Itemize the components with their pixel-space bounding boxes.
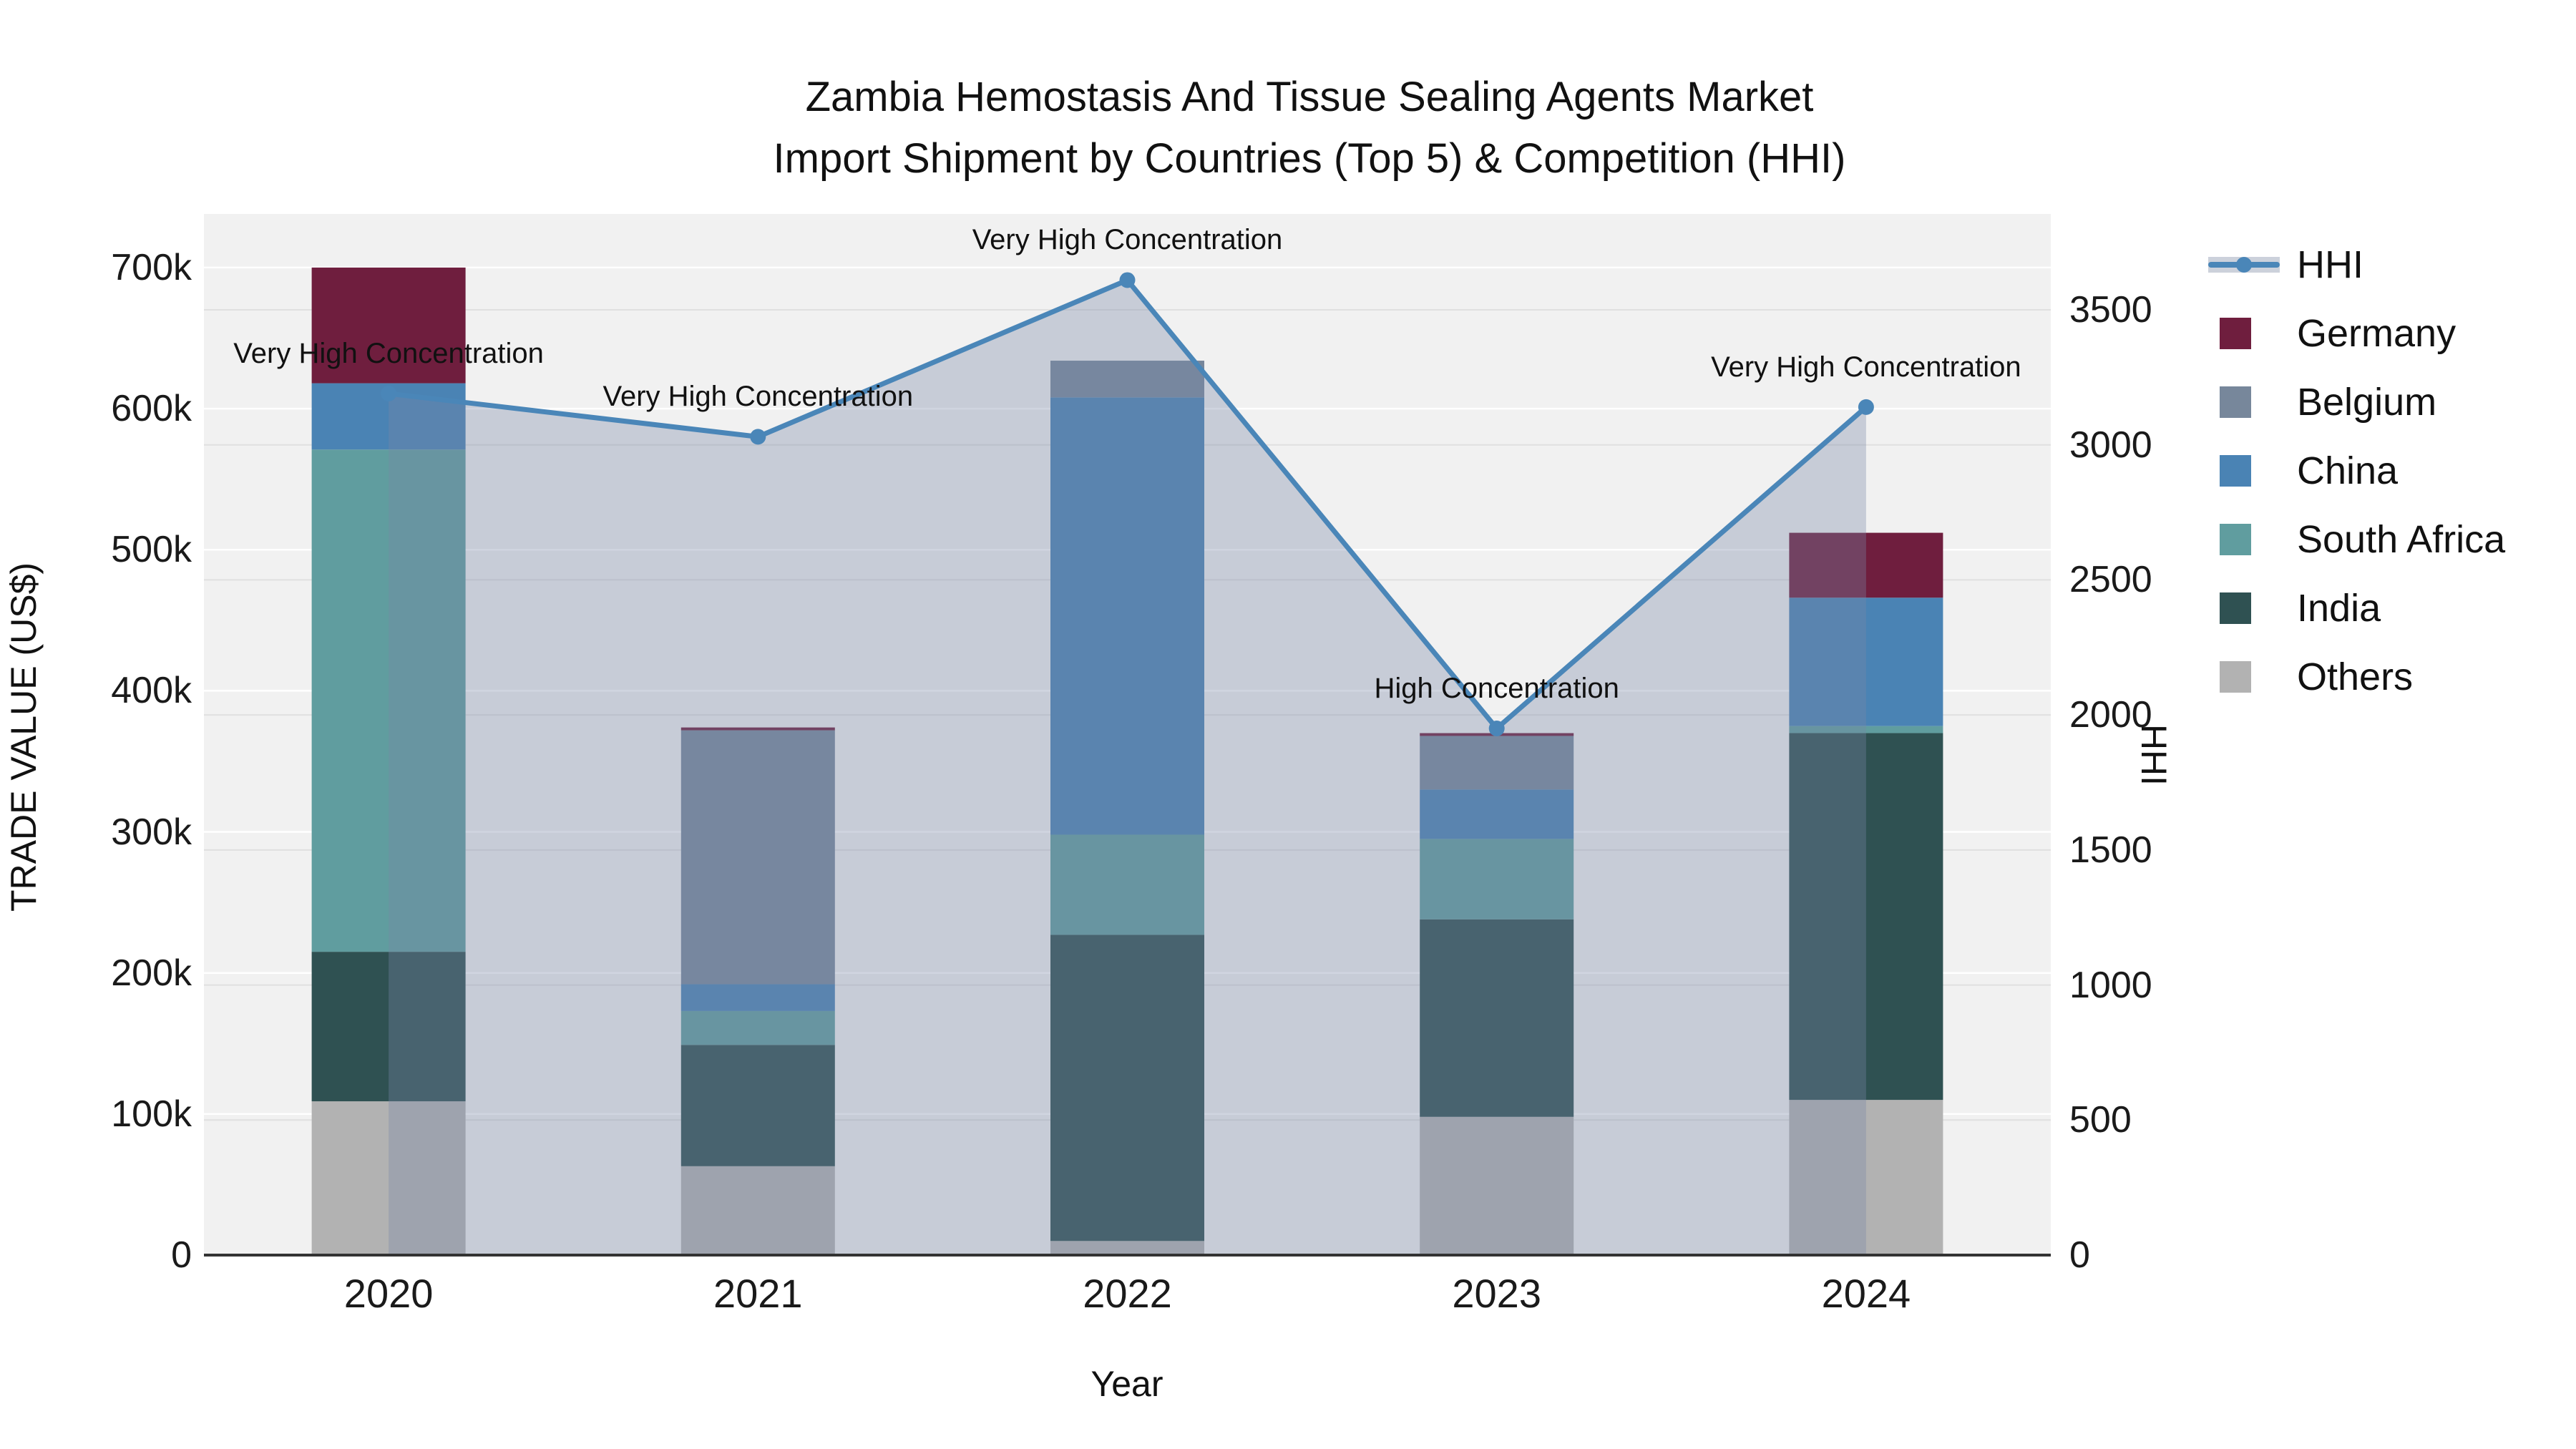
y-left-tick-label-700k: 700k	[111, 246, 192, 288]
annotation-2023: High Concentration	[1374, 673, 1619, 704]
x-tick-label-2024: 2024	[1821, 1271, 1911, 1316]
legend-swatch-wrap	[2205, 661, 2290, 693]
y-left-tick-label-100k: 100k	[111, 1093, 192, 1135]
legend-swatch-wrap	[2205, 455, 2290, 487]
legend-item-others[interactable]: Others	[2205, 643, 2574, 711]
legend-label: China	[2297, 449, 2399, 492]
hhi-marker-2024[interactable]	[1858, 399, 1874, 415]
x-axis-title: Year	[1091, 1364, 1163, 1404]
annotation-2021: Very High Concentration	[602, 381, 914, 413]
legend-item-hhi[interactable]: HHI	[2205, 230, 2574, 299]
legend-label: Belgium	[2297, 381, 2437, 424]
bar-segment-belgium-2023[interactable]	[1420, 736, 1574, 790]
bar-segment-belgium-2022[interactable]	[1050, 361, 1204, 398]
legend-swatch-wrap	[2205, 524, 2290, 555]
y-left-tick-label-200k: 200k	[111, 952, 192, 994]
y-right-tick-label-1500: 1500	[2069, 829, 2152, 871]
legend-swatch-wrap	[2205, 318, 2290, 349]
x-tick-label-2020: 2020	[343, 1271, 434, 1316]
annotation-2024: Very High Concentration	[1711, 351, 2021, 383]
y-right-tick-label-2500: 2500	[2069, 559, 2152, 601]
x-tick-label-2022: 2022	[1083, 1271, 1172, 1316]
bar-segment-others-2020[interactable]	[311, 1101, 466, 1255]
legend-label: Germany	[2297, 312, 2457, 355]
bar-segment-south-africa-2021[interactable]	[680, 1010, 835, 1045]
y-right-tick-label-500: 500	[2069, 1099, 2132, 1141]
y-right-tick-label-3000: 3000	[2069, 424, 2152, 466]
legend-item-china[interactable]: China	[2205, 436, 2574, 505]
legend-swatch-wrap	[2205, 592, 2290, 624]
annotation-2020: Very High Concentration	[233, 337, 544, 369]
germany-swatch-icon	[2220, 318, 2251, 349]
bar-segment-others-2024[interactable]	[1789, 1100, 1943, 1255]
bar-segment-south-africa-2023[interactable]	[1420, 839, 1574, 919]
y-right-tick-label-0: 0	[2069, 1234, 2090, 1276]
legend-swatch-wrap	[2205, 386, 2290, 418]
hhi-line-swatch-icon	[2205, 250, 2290, 279]
legend-item-india[interactable]: India	[2205, 574, 2574, 643]
y-left-tick-label-500k: 500k	[111, 529, 192, 571]
bar-segment-germany-2020[interactable]	[311, 267, 466, 384]
south-africa-swatch-icon	[2220, 524, 2251, 555]
y-right-tick-label-3500: 3500	[2069, 288, 2152, 331]
bar-segment-china-2023[interactable]	[1420, 789, 1574, 839]
x-tick-label-2023: 2023	[1452, 1271, 1541, 1316]
chart-title-line2: Import Shipment by Countries (Top 5) & C…	[773, 135, 1846, 182]
bar-segment-south-africa-2022[interactable]	[1050, 834, 1204, 935]
others-swatch-icon	[2220, 661, 2251, 693]
x-tick-label-2021: 2021	[713, 1271, 803, 1316]
bar-segment-india-2022[interactable]	[1050, 935, 1204, 1241]
chart-title-line1: Zambia Hemostasis And Tissue Sealing Age…	[805, 74, 1814, 120]
bar-segment-germany-2024[interactable]	[1789, 532, 1943, 598]
bar-segment-south-africa-2024[interactable]	[1789, 726, 1943, 733]
legend-item-germany[interactable]: Germany	[2205, 299, 2574, 368]
legend-label: HHI	[2297, 243, 2363, 286]
belgium-swatch-icon	[2220, 386, 2251, 418]
bar-segment-india-2021[interactable]	[680, 1045, 835, 1166]
hhi-marker-2023[interactable]	[1488, 721, 1505, 737]
y-left-tick-label-300k: 300k	[111, 811, 192, 853]
y-right-tick-label-1000: 1000	[2069, 964, 2152, 1006]
hhi-line-swatch	[2208, 250, 2280, 279]
y-left-tick-label-400k: 400k	[111, 670, 192, 712]
bar-segment-china-2024[interactable]	[1789, 597, 1943, 726]
y-axis-title-left: TRADE VALUE (US$)	[4, 562, 44, 912]
legend-label: South Africa	[2297, 518, 2506, 561]
india-swatch-icon	[2220, 592, 2251, 624]
bar-segment-others-2022[interactable]	[1050, 1241, 1204, 1255]
bar-segment-india-2020[interactable]	[311, 952, 466, 1102]
y-axis-title-right: HHI	[2134, 723, 2174, 786]
hhi-marker-2022[interactable]	[1119, 272, 1136, 288]
y-right-tick-label-2000: 2000	[2069, 694, 2152, 736]
annotation-2022: Very High Concentration	[972, 224, 1283, 256]
legend-item-south-africa[interactable]: South Africa	[2205, 505, 2574, 574]
y-left-tick-label-600k: 600k	[111, 388, 192, 430]
y-left-tick-label-0: 0	[171, 1234, 192, 1276]
bar-segment-china-2021[interactable]	[680, 984, 835, 1011]
bar-segment-india-2024[interactable]	[1789, 733, 1943, 1101]
bar-segment-germany-2021[interactable]	[680, 727, 835, 731]
bar-segment-others-2021[interactable]	[680, 1166, 835, 1255]
legend-item-belgium[interactable]: Belgium	[2205, 368, 2574, 436]
bar-segment-belgium-2021[interactable]	[680, 730, 835, 985]
legend: HHI Germany Belgium China South Africa India O…	[2205, 230, 2574, 711]
bar-segment-india-2023[interactable]	[1420, 919, 1574, 1117]
hhi-marker-2020[interactable]	[381, 385, 397, 401]
legend-label: India	[2297, 587, 2381, 630]
legend-label: Others	[2297, 655, 2414, 698]
hhi-marker-2021[interactable]	[750, 429, 766, 445]
bar-segment-others-2023[interactable]	[1420, 1116, 1574, 1255]
bar-segment-south-africa-2020[interactable]	[311, 449, 466, 952]
hhi-area-fill	[389, 280, 1866, 1255]
china-swatch-icon	[2220, 455, 2251, 487]
hhi-marker-dot-icon	[2236, 257, 2252, 273]
bar-segment-china-2022[interactable]	[1050, 397, 1204, 835]
